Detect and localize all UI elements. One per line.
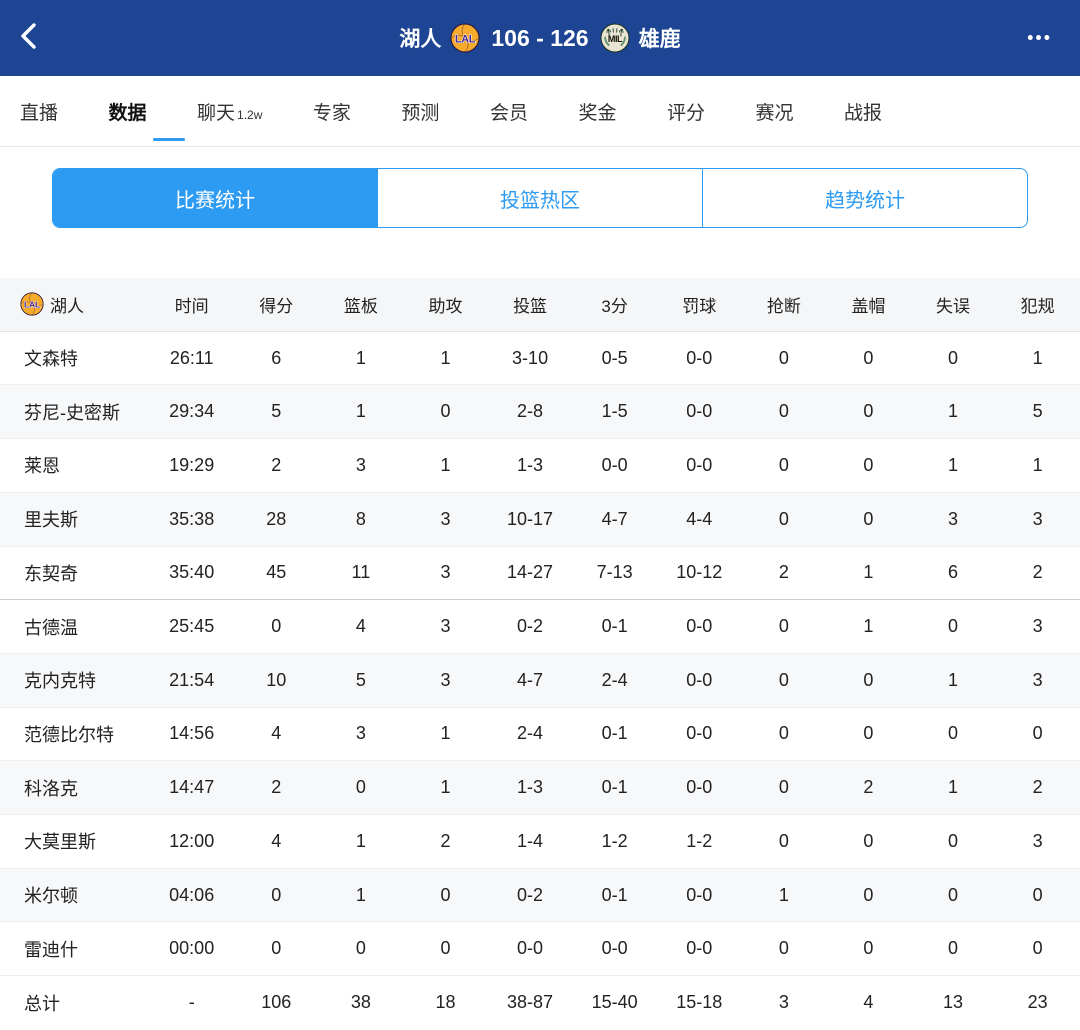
svg-text:LAL: LAL <box>24 300 40 310</box>
svg-text:LAL: LAL <box>455 33 476 45</box>
svg-text:MIL: MIL <box>607 34 622 44</box>
